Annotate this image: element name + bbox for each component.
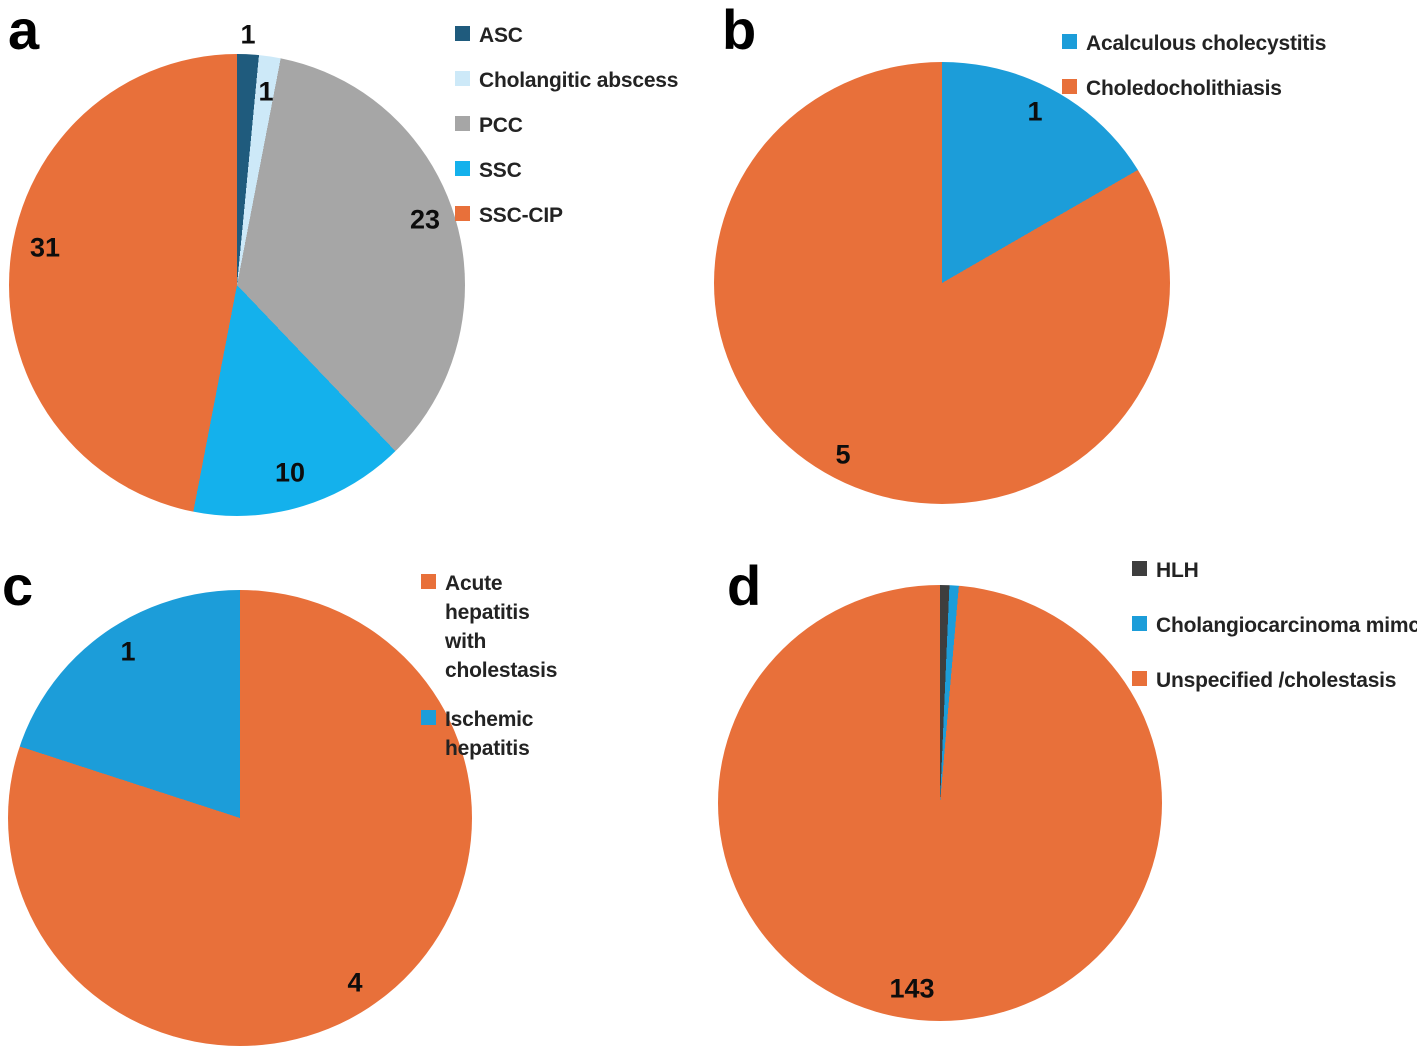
legend-label-acute-hepatitis: Acute hepatitis with cholestasis bbox=[445, 572, 558, 682]
pie-chart-a bbox=[9, 54, 465, 516]
cholangiocarcinoma-mimc-swatch-icon bbox=[1132, 615, 1147, 631]
data-label-asc: 1 bbox=[240, 19, 256, 50]
acute-hepatitis-swatch-icon bbox=[421, 574, 436, 589]
legend-label-ssc: SSC bbox=[479, 158, 522, 182]
data-label-ssc-cip: 31 bbox=[29, 232, 61, 263]
ssc-cip-swatch-icon bbox=[455, 205, 470, 221]
pie-chart-c bbox=[8, 590, 472, 1046]
acalculous-cholecystitis-swatch-icon bbox=[1062, 34, 1077, 49]
data-label-acute-hepatitis: 4 bbox=[347, 967, 363, 998]
legend-label-hlh: HLH bbox=[1156, 559, 1199, 582]
legend-label-ischemic-hepatitis: Ischemic hepatitis bbox=[445, 707, 534, 760]
panel-letter-c: c bbox=[2, 554, 33, 617]
cholangitic-abscess-swatch-icon bbox=[455, 70, 470, 86]
legend-label-pcc: PCC bbox=[479, 113, 523, 137]
legend-item-acalculous-cholecystitis: Acalculous cholecystitis bbox=[1062, 30, 1326, 59]
legend-item-cholangitic-abscess: Cholangitic abscess bbox=[455, 67, 678, 96]
legend-item-pcc: PCC bbox=[455, 112, 678, 141]
asc-swatch-icon bbox=[455, 26, 470, 41]
pie-chart-d bbox=[718, 585, 1162, 1021]
legend-d: HLH Cholangiocarcinoma mimc Unspecified … bbox=[1132, 557, 1417, 722]
data-label-cholangitic-abscess: 1 bbox=[258, 76, 274, 107]
legend-label-choledocholithiasis: Choledocholithiasis bbox=[1086, 76, 1282, 100]
legend-label-unspecified-cholestasis: Unspecified /cholestasis bbox=[1156, 668, 1397, 692]
pcc-swatch-icon bbox=[455, 115, 470, 131]
legend-item-ssc-cip: SSC-CIP bbox=[455, 202, 678, 231]
choledocholithiasis-swatch-icon bbox=[1062, 78, 1077, 94]
legend-c: Acute hepatitis with cholestasis Ischemi… bbox=[421, 570, 557, 784]
pie-chart-b bbox=[714, 62, 1170, 504]
data-label-choledocholithiasis: 5 bbox=[835, 439, 851, 470]
legend-b: Acalculous cholecystitis Choledocholithi… bbox=[1062, 30, 1326, 120]
legend-item-cholangiocarcinoma-mimc: Cholangiocarcinoma mimc bbox=[1132, 612, 1417, 641]
legend-item-ischemic-hepatitis: Ischemic hepatitis bbox=[421, 706, 557, 764]
unspecified-cholestasis-swatch-icon bbox=[1132, 670, 1147, 686]
legend-label-acalculous-cholecystitis: Acalculous cholecystitis bbox=[1086, 32, 1327, 55]
legend-label-asc: ASC bbox=[479, 24, 523, 47]
data-label-ssc: 10 bbox=[274, 457, 306, 488]
legend-item-unspecified-cholestasis: Unspecified /cholestasis bbox=[1132, 667, 1417, 696]
legend-item-ssc: SSC bbox=[455, 157, 678, 186]
ssc-swatch-icon bbox=[455, 160, 470, 176]
legend-label-cholangitic-abscess: Cholangitic abscess bbox=[479, 68, 679, 92]
legend-item-choledocholithiasis: Choledocholithiasis bbox=[1062, 75, 1326, 104]
legend-item-asc: ASC bbox=[455, 22, 678, 51]
data-label-pcc: 23 bbox=[409, 204, 441, 235]
legend-item-acute-hepatitis: Acute hepatitis with cholestasis bbox=[421, 570, 557, 686]
panel-letter-a: a bbox=[8, 0, 39, 61]
legend-a: ASC Cholangitic abscess PCC SSC SSC-CIP bbox=[455, 22, 678, 247]
panel-letter-b: b bbox=[722, 0, 756, 61]
legend-label-ssc-cip: SSC-CIP bbox=[479, 203, 563, 227]
legend-item-hlh: HLH bbox=[1132, 557, 1417, 586]
hlh-swatch-icon bbox=[1132, 561, 1147, 576]
ischemic-hepatitis-swatch-icon bbox=[421, 709, 436, 725]
legend-label-cholangiocarcinoma-mimc: Cholangiocarcinoma mimc bbox=[1156, 613, 1417, 637]
panel-letter-d: d bbox=[727, 554, 761, 617]
data-label-unspecified-cholestasis: 143 bbox=[889, 973, 935, 1004]
data-label-ischemic-hepatitis: 1 bbox=[120, 636, 136, 667]
data-label-acalculous-cholecystitis: 1 bbox=[1027, 96, 1043, 127]
